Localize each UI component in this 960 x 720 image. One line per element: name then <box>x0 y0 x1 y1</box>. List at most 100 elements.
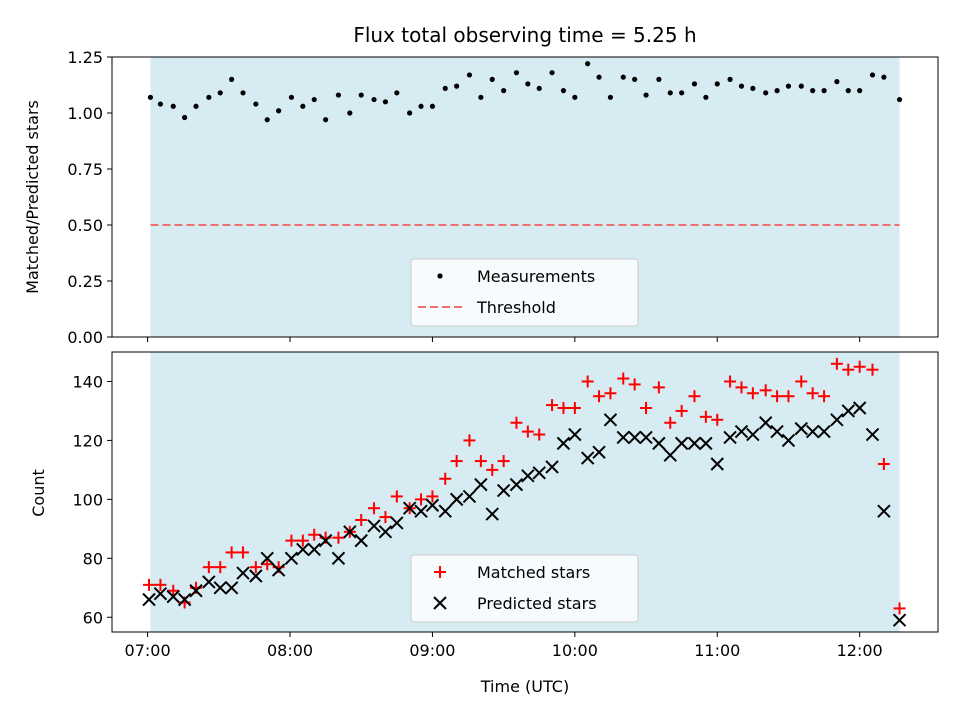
predicted-star-point <box>532 466 546 480</box>
measurement-point <box>896 96 903 103</box>
measurement-point <box>525 81 531 87</box>
matched-star-point <box>866 363 879 376</box>
matched-star-point <box>771 390 784 403</box>
predicted-star-point <box>770 424 784 439</box>
matched-star-point <box>640 402 653 414</box>
top-axes-frame <box>111 56 939 338</box>
matched-star-point <box>285 534 298 547</box>
measurement-point <box>157 101 164 107</box>
measurement-point <box>335 92 342 98</box>
legend-threshold-label: Threshold <box>476 298 556 317</box>
measurement-point <box>714 81 720 87</box>
measurement-point <box>442 85 448 91</box>
predicted-star-point <box>521 469 535 483</box>
matched-star-point <box>355 514 368 526</box>
measurement-point <box>703 94 709 100</box>
predicted-star-point <box>153 586 168 601</box>
predicted-star-point <box>865 427 880 442</box>
measurement-point <box>501 88 507 94</box>
measurement-point <box>170 103 176 109</box>
predicted-star-point <box>296 542 310 557</box>
measurement-point <box>869 72 876 78</box>
predicted-star-point <box>378 525 393 539</box>
measurement-point <box>691 81 698 87</box>
predicted-star-point <box>568 427 582 442</box>
matched-star-point <box>759 384 772 397</box>
matched-star-point <box>877 458 890 470</box>
measurement-point <box>536 85 542 91</box>
predicted-star-point <box>177 592 192 607</box>
matched-star-point <box>711 413 724 426</box>
measurement-point <box>311 96 317 103</box>
measurement-point <box>821 88 827 94</box>
predicted-star-point <box>723 430 737 445</box>
predicted-star-point <box>877 504 891 518</box>
matched-star-point <box>735 381 748 394</box>
legend-measurements-marker <box>437 273 443 279</box>
measurement-point <box>620 74 626 80</box>
chart-title: Flux total observing time = 5.25 h <box>353 23 696 47</box>
bottom-y-axis-label: Count <box>29 469 48 517</box>
matched-star-point <box>426 490 439 503</box>
matched-star-point <box>390 490 403 503</box>
predicted-star-point <box>592 445 606 459</box>
measurement-point <box>229 76 235 82</box>
predicted-star-point <box>307 542 321 557</box>
predicted-star-point <box>449 492 464 507</box>
measurement-point <box>300 103 306 109</box>
matched-star-point <box>474 455 487 468</box>
matched-star-point <box>450 455 463 468</box>
measurement-point <box>632 76 638 82</box>
matched-star-point <box>308 528 321 541</box>
predicted-star-point <box>603 413 618 427</box>
predicted-star-point <box>892 613 907 627</box>
predicted-star-point <box>580 451 595 465</box>
matched-star-point <box>521 425 534 438</box>
predicted-star-point <box>331 551 346 566</box>
predicted-star-point <box>781 433 796 448</box>
matched-star-point <box>664 416 677 429</box>
matched-star-point <box>581 375 594 388</box>
matched-star-point <box>463 434 476 447</box>
measurement-point <box>454 83 460 89</box>
matched-star-point <box>497 455 510 468</box>
bottom-legend-box <box>410 554 639 623</box>
y-tick-label: 80 <box>83 549 103 568</box>
matched-star-point <box>724 375 737 388</box>
matched-star-point <box>782 390 795 403</box>
y-tick-label: 0.50 <box>67 216 103 235</box>
x-tick-label: 09:00 <box>409 641 455 660</box>
matched-star-point <box>652 381 665 394</box>
matched-star-point <box>510 416 523 429</box>
top-x-ticks <box>147 337 861 342</box>
predicted-star-point <box>639 430 653 445</box>
measurement-point <box>585 61 591 67</box>
predicted-star-point <box>805 424 820 439</box>
measurement-point <box>323 117 329 123</box>
predicted-star-point <box>817 424 831 439</box>
predicted-star-point <box>496 483 511 498</box>
measurements-points <box>147 61 903 123</box>
measurement-point <box>264 117 270 123</box>
predicted-star-point <box>485 507 499 521</box>
matched-star-point <box>830 357 843 370</box>
measurement-point <box>643 92 649 98</box>
matched-star-point <box>568 402 581 414</box>
predicted-star-point <box>474 477 488 492</box>
x-tick-label: 11:00 <box>694 641 740 660</box>
predicted-star-point <box>142 592 156 607</box>
predicted-star-point <box>710 457 724 471</box>
y-tick-label: 0.00 <box>67 328 103 347</box>
y-tick-label: 140 <box>72 372 103 391</box>
bottom-y-ticks: 60 80 100 120 140 <box>72 372 112 627</box>
bottom-axes-frame <box>111 351 939 633</box>
measurement-point <box>656 76 662 82</box>
legend-predicted-label: Predicted stars <box>477 594 597 613</box>
matched-star-point <box>533 428 546 441</box>
measurement-point <box>240 90 246 96</box>
matched-star-point <box>486 463 499 476</box>
measurement-point <box>182 114 188 121</box>
matched-star-point <box>249 561 262 574</box>
bottom-legend: Matched stars Predicted stars <box>410 554 639 623</box>
predicted-star-point <box>627 430 642 445</box>
